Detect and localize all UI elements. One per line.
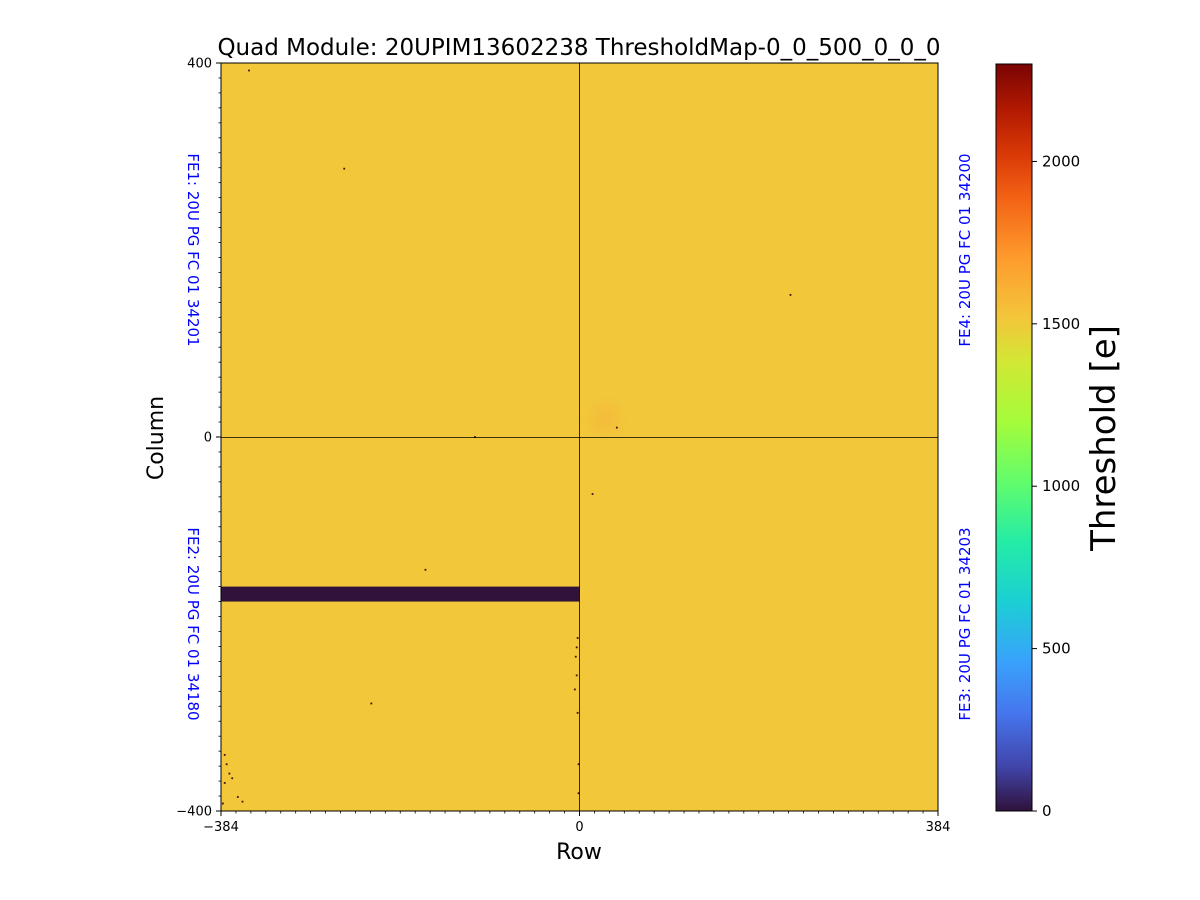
y-tick-label: −400 bbox=[176, 805, 212, 820]
dead-pixel bbox=[577, 792, 580, 795]
colorbar: 0 500 1000 1500 2000 Threshold [e] bbox=[995, 63, 1124, 820]
x-axis-ticks: −384 0 384 bbox=[203, 811, 950, 835]
dead-pixel bbox=[591, 493, 594, 495]
dead-pixel bbox=[248, 69, 250, 72]
dead-pixel bbox=[225, 763, 228, 766]
x-tick-label: −384 bbox=[203, 820, 239, 835]
y-axis-ticks: −400 0 400 bbox=[176, 57, 221, 820]
dead-pixel bbox=[343, 167, 346, 170]
dead-pixels bbox=[221, 69, 792, 805]
dead-pixel bbox=[789, 293, 792, 296]
dead-pixel bbox=[236, 796, 239, 798]
warm-spot-region bbox=[580, 393, 631, 443]
dead-pixel bbox=[574, 655, 577, 658]
dead-pixel bbox=[615, 426, 618, 429]
dead-pixel bbox=[575, 674, 578, 677]
dead-pixel bbox=[231, 777, 234, 780]
dead-pixel bbox=[228, 772, 231, 775]
colorbar-tick-label: 1500 bbox=[1042, 315, 1080, 333]
chart-title: Quad Module: 20UPIM13602238 ThresholdMap… bbox=[217, 35, 940, 61]
dead-pixel bbox=[223, 754, 226, 756]
chip-label-fe1: FE1: 20U PG FC 01 34201 bbox=[184, 153, 202, 346]
x-tick-label: 384 bbox=[926, 820, 951, 835]
heatmap-regions bbox=[221, 393, 631, 602]
heatmap bbox=[220, 62, 939, 812]
colorbar-label: Threshold [e] bbox=[1084, 325, 1124, 552]
dead-pixel bbox=[424, 568, 427, 571]
colorbar-tick-label: 2000 bbox=[1042, 152, 1080, 170]
colorbar-tick-label: 0 bbox=[1042, 802, 1052, 820]
colorbar-ticks: 0 500 1000 1500 2000 bbox=[1032, 152, 1080, 820]
chip-label-fe3: FE3: 20U PG FC 01 34203 bbox=[956, 527, 974, 720]
dead-pixel bbox=[221, 802, 224, 805]
x-axis-label: Row bbox=[556, 840, 602, 865]
dead-pixel bbox=[223, 782, 226, 784]
y-tick-label: 400 bbox=[187, 57, 212, 72]
dead-pixel bbox=[576, 637, 579, 639]
dead-pixel bbox=[577, 763, 580, 766]
dead-pixel bbox=[576, 711, 579, 714]
dead-pixel bbox=[575, 646, 578, 649]
colorbar-tick-label: 500 bbox=[1042, 640, 1071, 658]
chip-label-fe4: FE4: 20U PG FC 01 34200 bbox=[956, 153, 974, 346]
dead-pixel bbox=[241, 800, 244, 803]
chip-label-fe2: FE2: 20U PG FC 01 34180 bbox=[184, 527, 202, 720]
y-axis-label: Column bbox=[144, 396, 169, 480]
dead-pixel bbox=[370, 702, 373, 705]
dead-pixel bbox=[474, 436, 476, 438]
colorbar-gradient bbox=[995, 63, 1033, 812]
colorbar-tick-label: 1000 bbox=[1042, 477, 1080, 495]
x-tick-label: 0 bbox=[575, 820, 583, 835]
dead-band-region bbox=[221, 586, 580, 602]
dead-pixel bbox=[573, 688, 576, 691]
y-tick-label: 0 bbox=[204, 431, 212, 446]
